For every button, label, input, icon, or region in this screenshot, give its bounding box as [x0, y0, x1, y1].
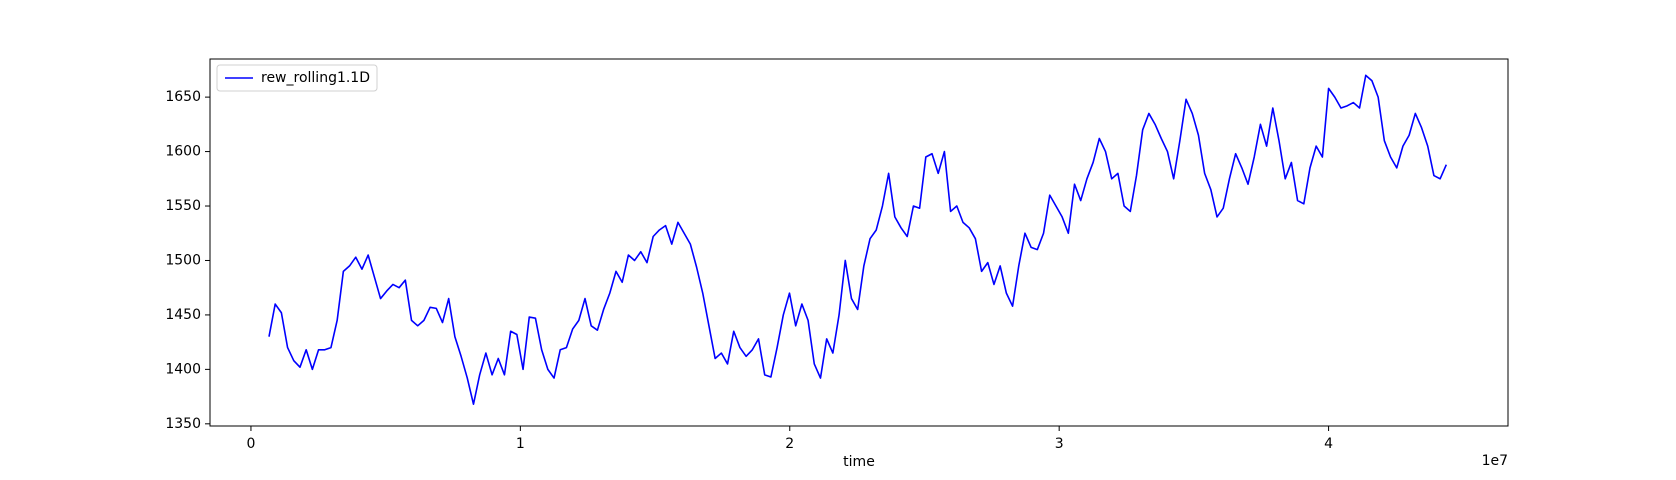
y-tick-label: 1650	[165, 89, 201, 105]
x-tick-label: 0	[246, 436, 255, 452]
x-offset-label: 1e7	[1482, 453, 1508, 469]
y-tick-label: 1350	[165, 416, 201, 432]
x-tick-label: 1	[516, 436, 525, 452]
x-tick-label: 2	[785, 436, 794, 452]
data-line	[268, 74, 1448, 406]
y-tick-label: 1400	[165, 361, 201, 377]
y-tick-label: 1600	[165, 144, 201, 160]
plot-frame	[209, 58, 1509, 427]
y-tick-label: 1500	[165, 252, 201, 268]
y-tick-label: 1450	[165, 307, 201, 323]
x-tick-label: 4	[1324, 436, 1333, 452]
x-axis-label: time	[843, 454, 875, 470]
legend-box	[216, 64, 378, 92]
legend-label: rew_rolling1.1D	[261, 70, 370, 86]
x-tick-label: 3	[1055, 436, 1064, 452]
y-tick-label: 1550	[165, 198, 201, 214]
